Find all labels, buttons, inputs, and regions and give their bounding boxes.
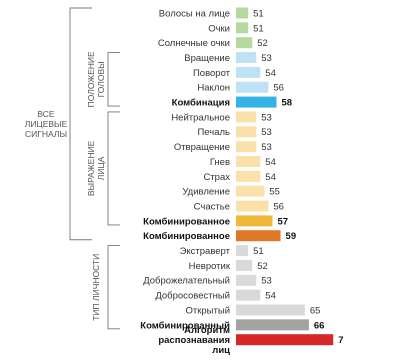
category-label: Доброжелательный bbox=[143, 276, 230, 287]
bar bbox=[236, 111, 257, 123]
bar bbox=[236, 274, 257, 286]
category-label: Волосы на лице bbox=[159, 8, 230, 19]
value-label: 59 bbox=[286, 231, 297, 242]
group-bracket bbox=[107, 111, 120, 226]
group-label: ВЫРАЖЕНИЕ bbox=[86, 140, 96, 196]
bar bbox=[236, 230, 281, 242]
value-label: 66 bbox=[314, 320, 325, 331]
bar bbox=[236, 141, 257, 153]
category-label: Счастье bbox=[194, 201, 230, 212]
bar bbox=[236, 156, 261, 167]
category-label: Открытый bbox=[186, 305, 231, 316]
value-label: 54 bbox=[265, 172, 276, 183]
category-label: Гнев bbox=[210, 157, 230, 168]
value-label: 56 bbox=[273, 201, 284, 212]
category-label: Отвращение bbox=[174, 142, 230, 153]
category-label: Солнечные очки bbox=[158, 38, 230, 49]
value-label: 51 bbox=[253, 8, 264, 19]
bar bbox=[236, 304, 305, 316]
group-label: СИГНАЛЫ bbox=[25, 129, 67, 139]
category-label: лиц bbox=[212, 345, 230, 356]
category-label: Поворот bbox=[193, 68, 231, 79]
group-bracket bbox=[69, 7, 92, 241]
category-label: Нейтральное bbox=[171, 112, 230, 123]
bar bbox=[236, 96, 277, 108]
value-label: 57 bbox=[277, 216, 288, 227]
bar bbox=[236, 52, 257, 64]
group-label: ТИП ЛИЧНОСТИ bbox=[91, 254, 101, 321]
value-label: 52 bbox=[257, 261, 268, 272]
category-label: Комбинированный bbox=[140, 320, 230, 331]
category-label: Комбинированное bbox=[143, 231, 230, 242]
value-label: 51 bbox=[253, 246, 264, 257]
group-label: ЛИЦЕВЫЕ bbox=[25, 119, 68, 129]
category-label: Комбинация bbox=[172, 98, 230, 109]
bar bbox=[236, 126, 257, 138]
bar bbox=[236, 37, 253, 49]
bar bbox=[236, 66, 261, 78]
category-label: Вращение bbox=[184, 53, 230, 64]
bar bbox=[236, 200, 269, 212]
value-label: 51 bbox=[253, 23, 264, 34]
category-label: Добросовестный bbox=[155, 291, 230, 302]
category-label: Печаль bbox=[197, 127, 230, 138]
group-bracket bbox=[107, 245, 120, 330]
value-label: 56 bbox=[273, 83, 284, 94]
category-label: Страх bbox=[203, 172, 230, 183]
bar bbox=[236, 7, 249, 19]
bar bbox=[236, 334, 334, 346]
category-label: распознавания bbox=[158, 335, 230, 346]
value-label: 54 bbox=[265, 68, 276, 79]
bar bbox=[236, 81, 269, 93]
category-label: Комбинированное bbox=[143, 216, 230, 227]
value-label: 53 bbox=[261, 112, 272, 123]
value-label: 65 bbox=[310, 305, 321, 316]
category-label: Удивление bbox=[182, 187, 230, 198]
value-label: 52 bbox=[257, 38, 268, 49]
bar bbox=[236, 289, 261, 301]
value-label: 55 bbox=[269, 187, 280, 198]
category-label: Алгоритм bbox=[184, 325, 230, 336]
group-label: ГОЛОВЫ bbox=[96, 61, 106, 97]
value-label: 54 bbox=[265, 291, 276, 302]
bar bbox=[236, 170, 261, 182]
bar bbox=[236, 185, 265, 197]
value-label: 53 bbox=[261, 142, 272, 153]
group-label: ЛИЦА bbox=[96, 156, 106, 180]
bar bbox=[236, 215, 273, 227]
value-label: 7 bbox=[338, 335, 343, 346]
category-label: Наклон bbox=[197, 83, 230, 94]
value-label: 53 bbox=[261, 127, 272, 138]
bar bbox=[236, 22, 249, 34]
bar bbox=[236, 319, 309, 331]
value-label: 58 bbox=[282, 98, 293, 109]
group-label: ВСЕ bbox=[37, 109, 55, 119]
bar bbox=[236, 259, 253, 271]
category-label: Невротик bbox=[189, 261, 231, 272]
category-label: Экстраверт bbox=[180, 246, 231, 257]
group-bracket bbox=[107, 52, 120, 107]
value-label: 54 bbox=[265, 157, 276, 168]
category-label: Очки bbox=[208, 23, 230, 34]
bar bbox=[236, 245, 249, 257]
group-label: ПОЛОЖЕНИЕ bbox=[86, 51, 96, 107]
value-label: 53 bbox=[261, 53, 272, 64]
value-label: 53 bbox=[261, 276, 272, 287]
